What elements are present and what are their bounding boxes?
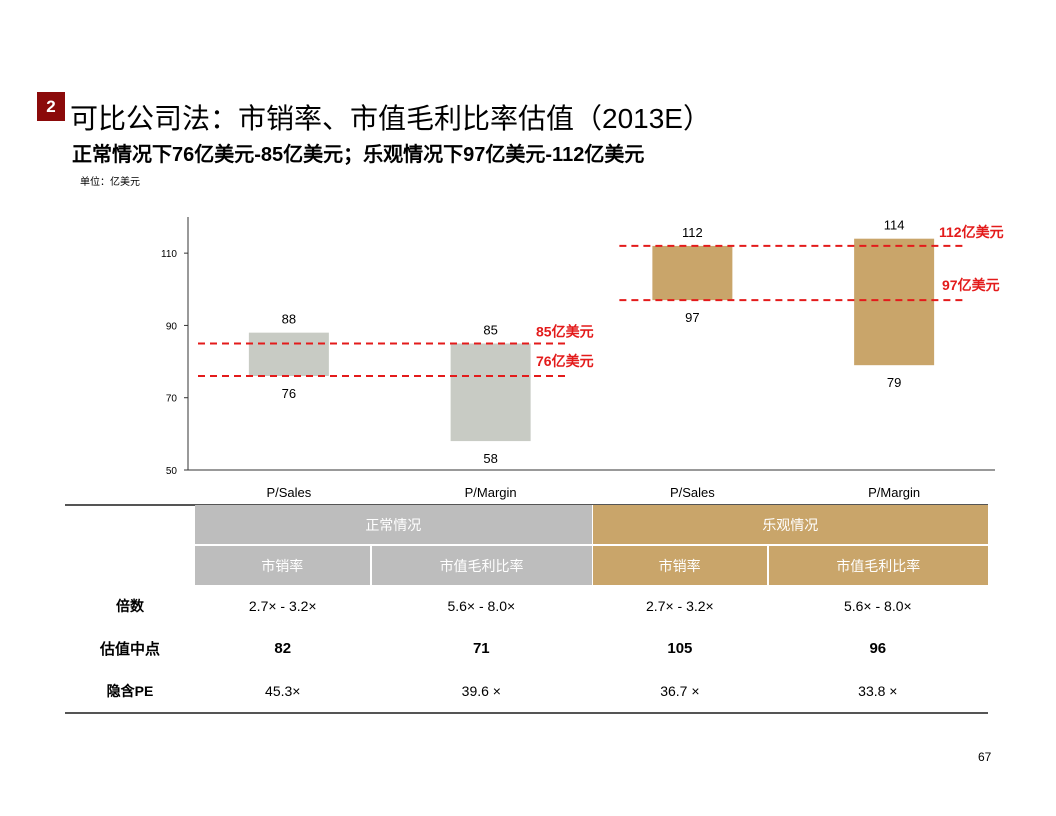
- bar-high-label: 114: [884, 218, 905, 233]
- subheader: 市销率: [195, 545, 372, 585]
- cell: 96: [869, 639, 887, 657]
- row-label: 估值中点: [99, 640, 160, 658]
- cell: 39.6 ×: [461, 683, 501, 699]
- page-number: 67: [978, 750, 992, 764]
- y-tick-label: 110: [161, 249, 177, 260]
- bar: [450, 343, 531, 442]
- cell: 105: [667, 639, 693, 657]
- table-row: 估值中点 82 71 105 96: [65, 627, 988, 669]
- row-label: 隐含PE: [106, 683, 154, 699]
- y-tick-label: 50: [166, 466, 178, 477]
- bar: [652, 245, 733, 301]
- cell: 36.7 ×: [660, 683, 700, 699]
- x-tick-label: P/Margin: [868, 485, 920, 500]
- cell: 82: [274, 639, 292, 657]
- bar: [248, 332, 329, 377]
- section-badge: 2: [37, 92, 65, 121]
- table-row: 倍数 2.7× - 3.2× 5.6× - 8.0× 2.7× - 3.2× 5…: [65, 585, 988, 627]
- bar-high-label: 88: [282, 312, 296, 327]
- cell: 2.7× - 3.2×: [646, 598, 714, 614]
- cell: 33.8 ×: [858, 683, 898, 699]
- bar-high-label: 85: [483, 323, 497, 338]
- table-corner: [65, 505, 195, 545]
- reference-line-label: 76亿美元: [536, 353, 594, 369]
- subheader: 市销率: [592, 545, 769, 585]
- table-row: 隐含PE 45.3× 39.6 × 36.7 × 33.8 ×: [65, 669, 988, 713]
- valuation-table: 正常情况 乐观情况 市销率 市值毛利比率 市销率 市值毛利比率 倍数 2.7× …: [65, 505, 988, 713]
- x-tick-label: P/Sales: [266, 485, 311, 500]
- subheader: 市值毛利比率: [370, 545, 593, 585]
- cell: 2.7× - 3.2×: [248, 598, 317, 614]
- bar-low-label: 79: [887, 375, 901, 390]
- bar-low-label: 76: [282, 386, 296, 401]
- x-tick-label: P/Margin: [465, 485, 517, 500]
- valuation-chart: 110 90 70 50 88 76 P/Sales 85 58 P/Margin 112 97 P/S…: [161, 217, 1004, 500]
- y-tick-label: 90: [166, 321, 178, 332]
- group-header-optimistic: 乐观情况: [592, 505, 988, 546]
- group-header-normal: 正常情况: [195, 505, 593, 546]
- y-tick-label: 70: [166, 394, 178, 405]
- reference-line-label: 97亿美元: [942, 277, 1000, 293]
- x-tick-label: P/Sales: [670, 485, 715, 500]
- page-subtitle: 正常情况下76亿美元-85亿美元；乐观情况下97亿美元-112亿美元: [72, 144, 645, 166]
- cell: 5.6× - 8.0×: [843, 598, 912, 614]
- reference-line-label: 85亿美元: [536, 324, 594, 340]
- bar-high-label: 112: [682, 225, 703, 240]
- bar-low-label: 97: [685, 310, 699, 325]
- unit-note: 单位：亿美元: [80, 177, 140, 188]
- cell: 45.3×: [265, 683, 301, 699]
- reference-line-label: 112亿美元: [939, 224, 1004, 240]
- table-bottom-rule: [65, 712, 988, 714]
- subheader: 市值毛利比率: [767, 545, 988, 585]
- bar: [854, 238, 935, 366]
- row-label: 倍数: [116, 598, 144, 614]
- cell: 71: [472, 639, 490, 657]
- cell: 5.6× - 8.0×: [447, 598, 516, 614]
- bar-low-label: 58: [483, 451, 497, 466]
- page-title: 可比公司法：市销率、市值毛利比率估值（2013E）: [70, 103, 711, 134]
